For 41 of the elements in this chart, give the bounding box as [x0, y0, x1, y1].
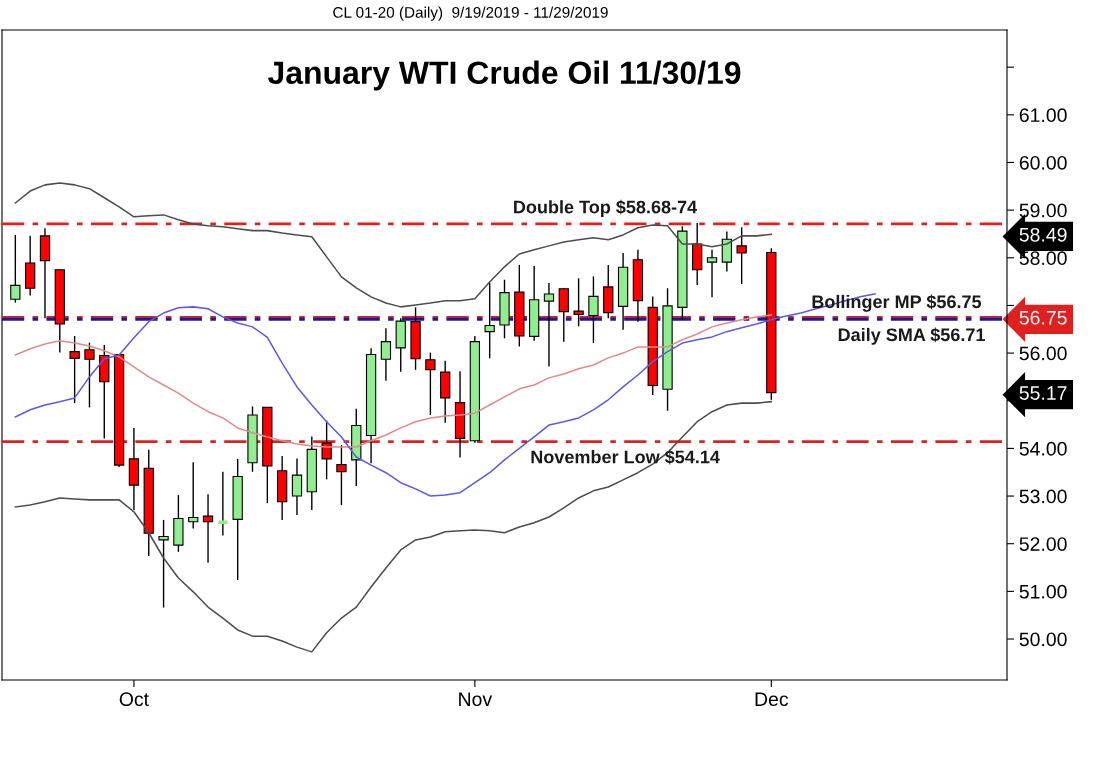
ref-line-label: Double Top $58.68-74 — [514, 199, 698, 218]
y-tick-label: 56.00 — [1019, 346, 1067, 361]
y-tick-label: 50.00 — [1019, 632, 1067, 647]
candlestick — [588, 275, 599, 344]
x-tick-label: Nov — [459, 692, 493, 707]
y-tick-label: 51.00 — [1019, 584, 1067, 599]
candlestick — [84, 341, 95, 409]
y-tick-label: 61.00 — [1019, 108, 1067, 123]
y-tick-label: 56.75 — [1019, 310, 1067, 325]
line-series — [14, 182, 773, 308]
candlestick — [425, 351, 436, 416]
candlestick — [484, 282, 495, 360]
y-tick-label: 53.00 — [1019, 489, 1067, 504]
ref-line-label: November Low $54.14 — [531, 449, 720, 465]
candlestick — [721, 230, 732, 273]
candlestick — [336, 444, 347, 506]
y-tick-label: 58.49 — [1019, 227, 1067, 242]
candlestick — [188, 461, 199, 530]
candlestick — [573, 277, 584, 328]
y-tick-label: 52.00 — [1019, 537, 1067, 551]
y-tick-label: 60.00 — [1019, 155, 1067, 170]
candlestick — [543, 282, 555, 368]
candlestick — [558, 287, 569, 343]
text: January WTI Crude Oil 11/30/19 — [267, 60, 741, 91]
candlestick — [158, 519, 169, 609]
x-tick-label: Oct — [119, 692, 149, 707]
candlestick — [380, 327, 392, 382]
y-tick-label: 55.17 — [1019, 386, 1067, 400]
candlestick — [736, 226, 747, 285]
candlestick — [10, 234, 21, 304]
line-series — [14, 400, 773, 653]
y-tick-label: 59.00 — [1019, 203, 1067, 218]
candlestick — [321, 420, 332, 481]
candlestick — [291, 457, 303, 516]
ref-line-label: Daily SMA $56.71 — [838, 327, 985, 345]
candlestick — [202, 493, 214, 564]
y-tick-label: 54.00 — [1019, 441, 1067, 456]
x-tick-label: Dec — [755, 692, 789, 707]
chart-subtitle: CL 01-20 (Daily) 9/19/2019 - 11/29/2019 — [333, 6, 608, 21]
candlestick — [69, 335, 80, 404]
candlestick — [706, 248, 718, 299]
